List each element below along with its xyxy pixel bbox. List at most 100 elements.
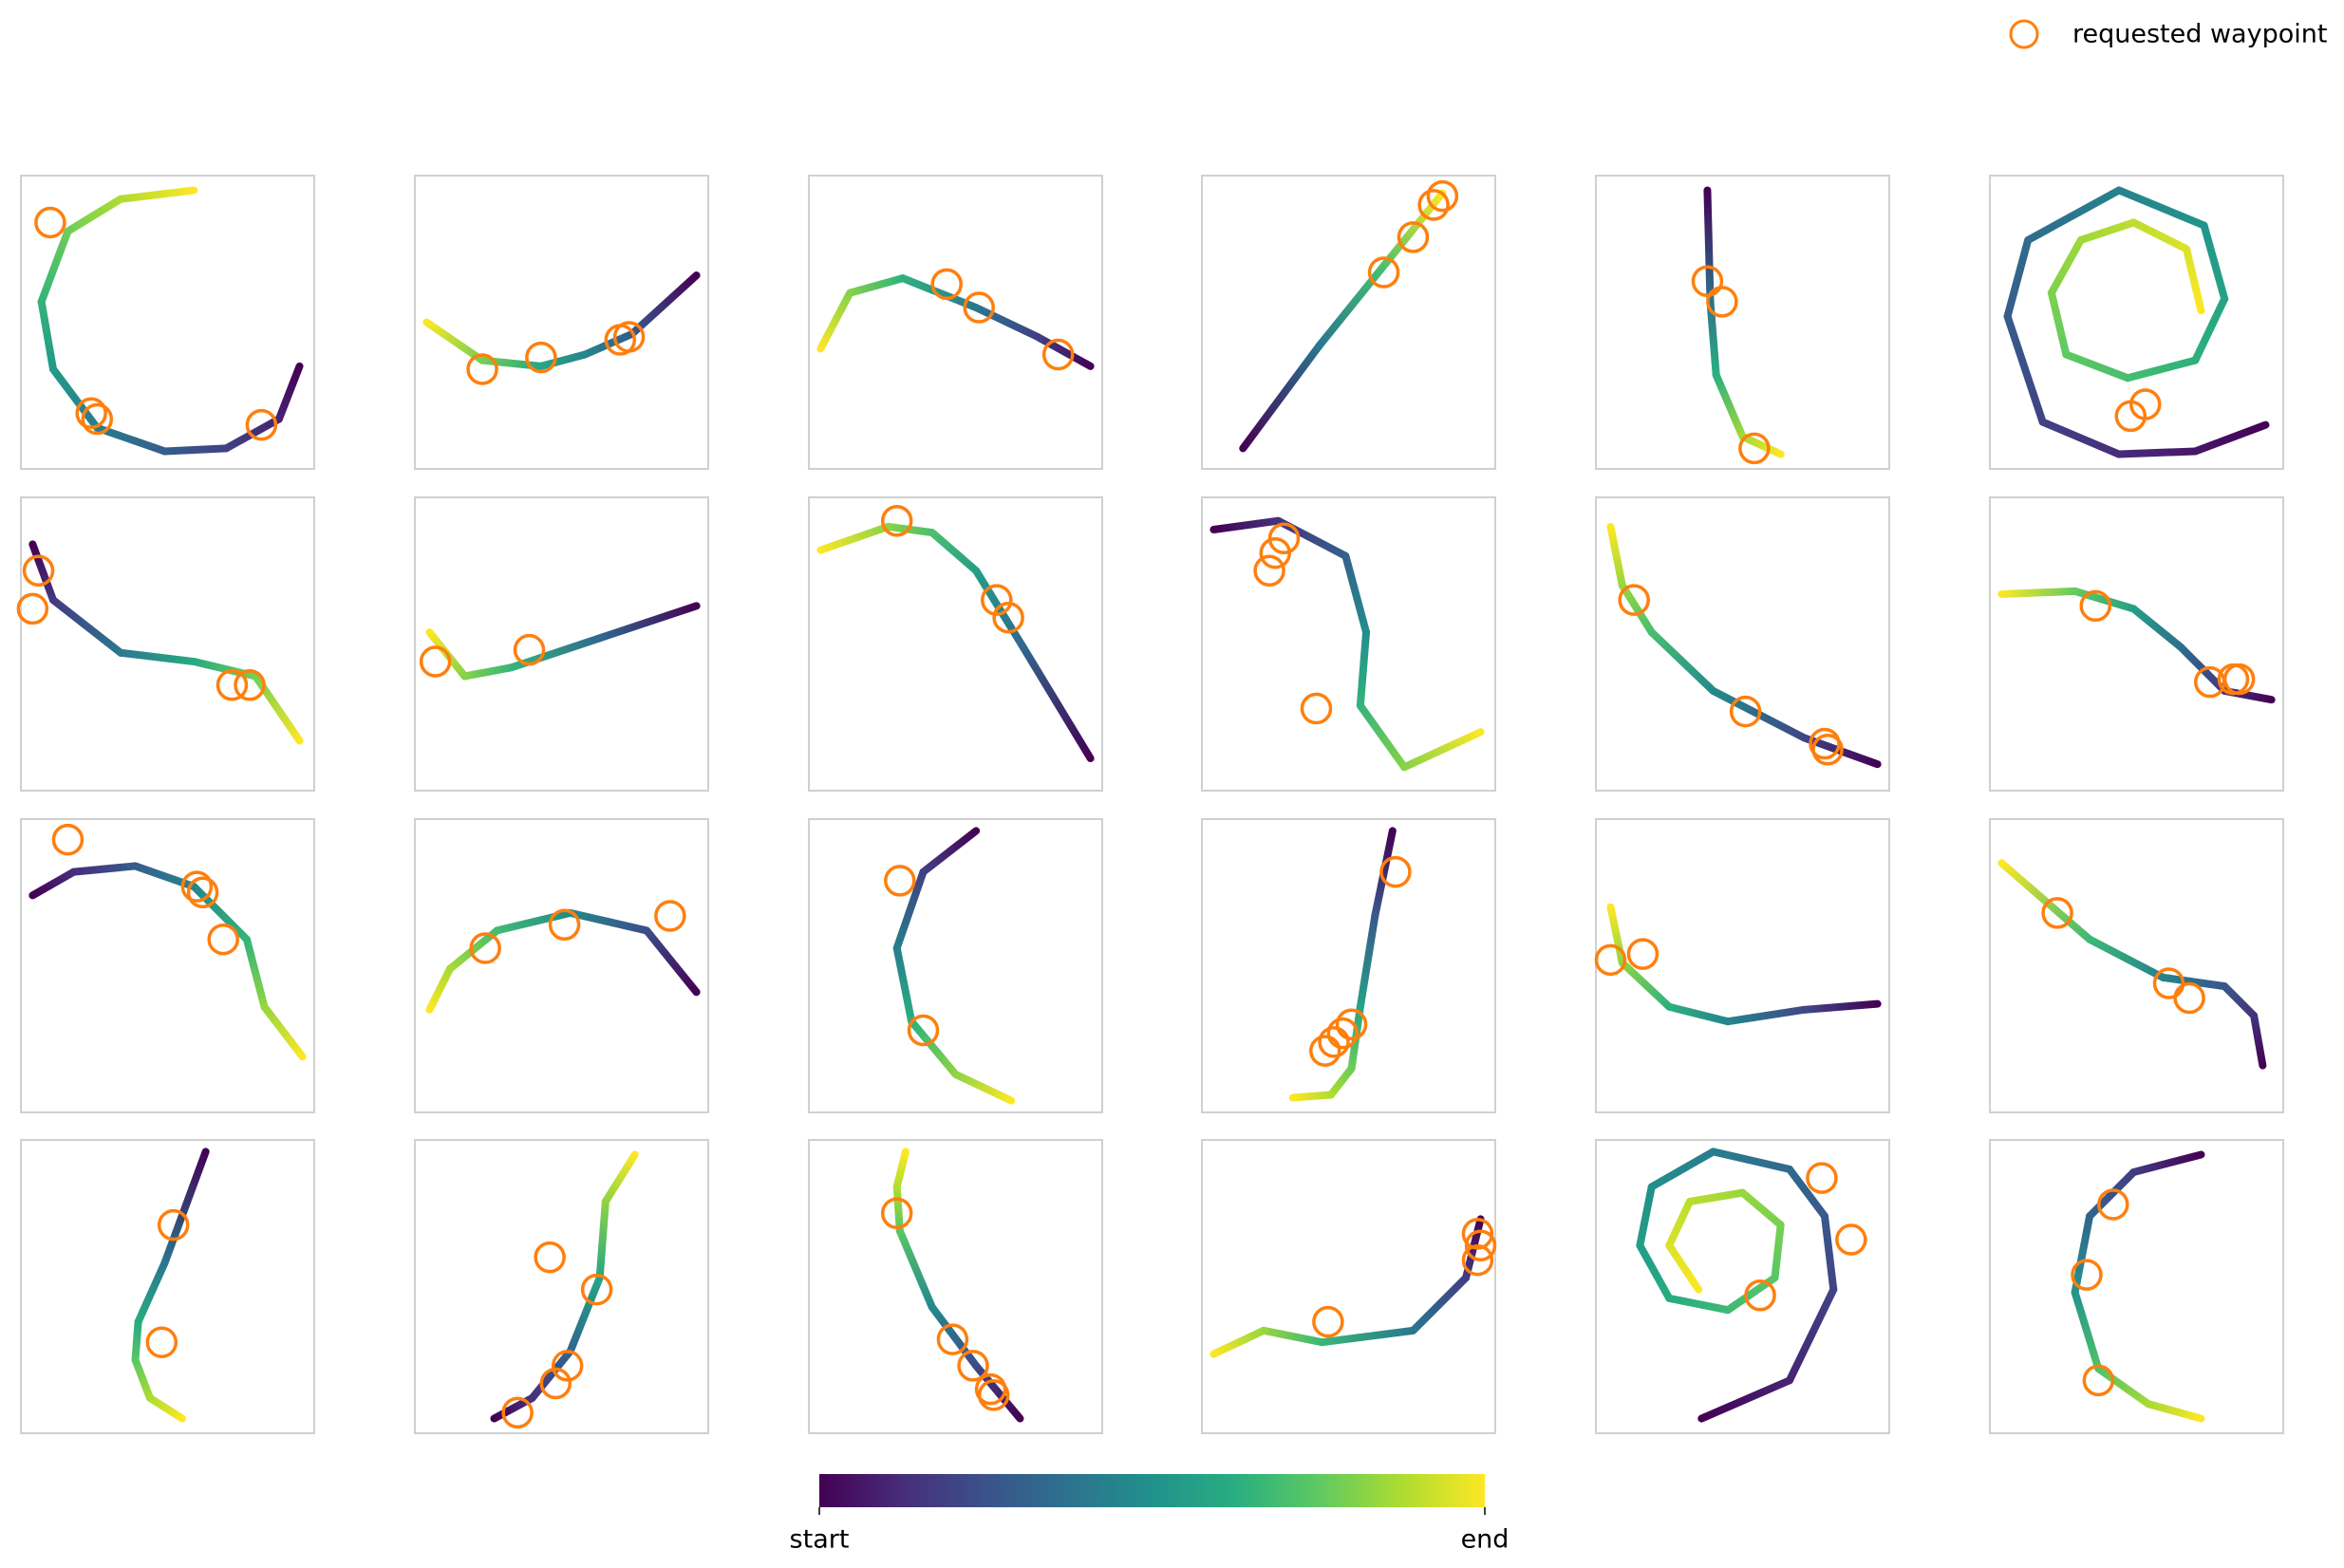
waypoint [2222,663,2256,696]
trajectory-segment [1665,1002,1733,1026]
trajectory-segment [1665,1294,1733,1315]
panel-frame [20,175,315,470]
trajectory-segment [274,362,304,423]
trajectory-segment [892,868,928,952]
waypoint [180,870,214,903]
trajectory-segment [892,1148,909,1191]
waypoint [2129,388,2162,420]
waypoint [186,876,219,908]
waypoint [419,645,452,678]
trajectory-segment [48,364,102,432]
waypoint [963,291,995,324]
trajectory-segment [972,1361,1024,1423]
legend-marker [2009,19,2039,49]
trajectory-segment [1821,1212,1838,1294]
trajectory-segment [1697,1376,1793,1423]
waypoint [2173,981,2205,1015]
panel-frame [1201,818,1496,1113]
trajectory-segment [1356,911,1379,1011]
waypoint [1326,1017,1360,1050]
trajectory-segment [2159,973,2229,991]
waypoint [81,402,114,436]
panel-frame [20,1139,315,1434]
waypoint [551,1350,584,1382]
trajectory-segment [1636,1241,1674,1302]
trajectory-segment [145,1393,186,1423]
trajectory-segment [1771,1221,1785,1282]
trajectory-segment [643,926,701,997]
trajectory-segment [2129,605,2185,651]
trajectory-segment [951,1070,1016,1105]
waypoint [2082,1364,2115,1397]
trajectory-segment [1326,1064,1356,1099]
trajectory-segment [581,329,636,359]
trajectory-segment [595,602,701,643]
trajectory-segment [846,274,907,297]
trajectory-segment [260,1002,307,1061]
panel-frame [808,496,1103,792]
trajectory-segment [2144,1400,2205,1423]
panel-frame [20,496,315,792]
trajectory-segment [1665,1197,1694,1250]
trajectory-segment [1019,643,1095,763]
waypoint [1417,189,1450,221]
waypoint [1835,1223,1867,1256]
legend-label: requested waypoint [2072,20,2327,49]
colorbar [819,1474,1485,1507]
trajectory-segment [1997,587,2079,598]
waypoint [1811,733,1844,766]
trajectory-segment [1738,1188,1785,1229]
waypoint [1691,265,1724,297]
trajectory-segment [1647,628,1717,695]
waypoint [1806,1162,1838,1194]
panel-frame [1201,175,1496,470]
trajectory-segment [93,423,169,456]
trajectory-segment [2003,235,2033,321]
trajectory-segment [898,274,981,312]
waypoint [2079,589,2111,623]
panel-frame [414,818,709,1113]
trajectory-segment [1239,342,1323,453]
trajectory-segment [117,186,198,203]
trajectory-segment [1315,265,1385,350]
waypoint [1312,1305,1344,1338]
waypoint [957,1350,989,1382]
trajectory-segment [536,350,590,370]
waypoint [612,321,646,353]
trajectory-segment [37,227,72,306]
trajectory-segment [972,567,1027,651]
panel-frame [1595,1139,1890,1434]
trajectory-segment [928,1303,981,1370]
waypoint [216,669,249,701]
trajectory-segment [1341,551,1371,637]
waypoint [145,1326,178,1358]
trajectory-segment [1606,522,1626,589]
trajectory-segment [117,648,198,666]
trajectory-segment [1712,371,1747,441]
trajectory-segment [2062,350,2132,383]
trajectory-segment [37,297,57,373]
waypoint [1367,256,1400,289]
trajectory-segment [2129,1150,2205,1176]
waypoint [936,1323,969,1355]
waypoint [2152,967,2185,999]
waypoint [930,268,963,301]
panel-frame [1201,1139,1496,1434]
waypoint [1461,1218,1494,1250]
waypoint [539,1367,572,1400]
trajectory-segment [928,529,981,575]
trajectory-segment [28,540,57,605]
trajectory-segment [2114,447,2200,458]
waypoint [1744,1279,1776,1312]
trajectory-segment [1724,1005,1809,1026]
trajectory-segment [160,1148,210,1267]
trajectory-segment [1703,186,1715,306]
panel-frame [808,175,1103,470]
trajectory-segment [1210,516,1283,533]
waypoint [469,932,501,964]
waypoint [548,908,581,941]
waypoint [1464,1229,1497,1261]
trajectory-segment [131,1317,142,1364]
panel-frame [1201,496,1496,792]
waypoint [75,397,107,430]
